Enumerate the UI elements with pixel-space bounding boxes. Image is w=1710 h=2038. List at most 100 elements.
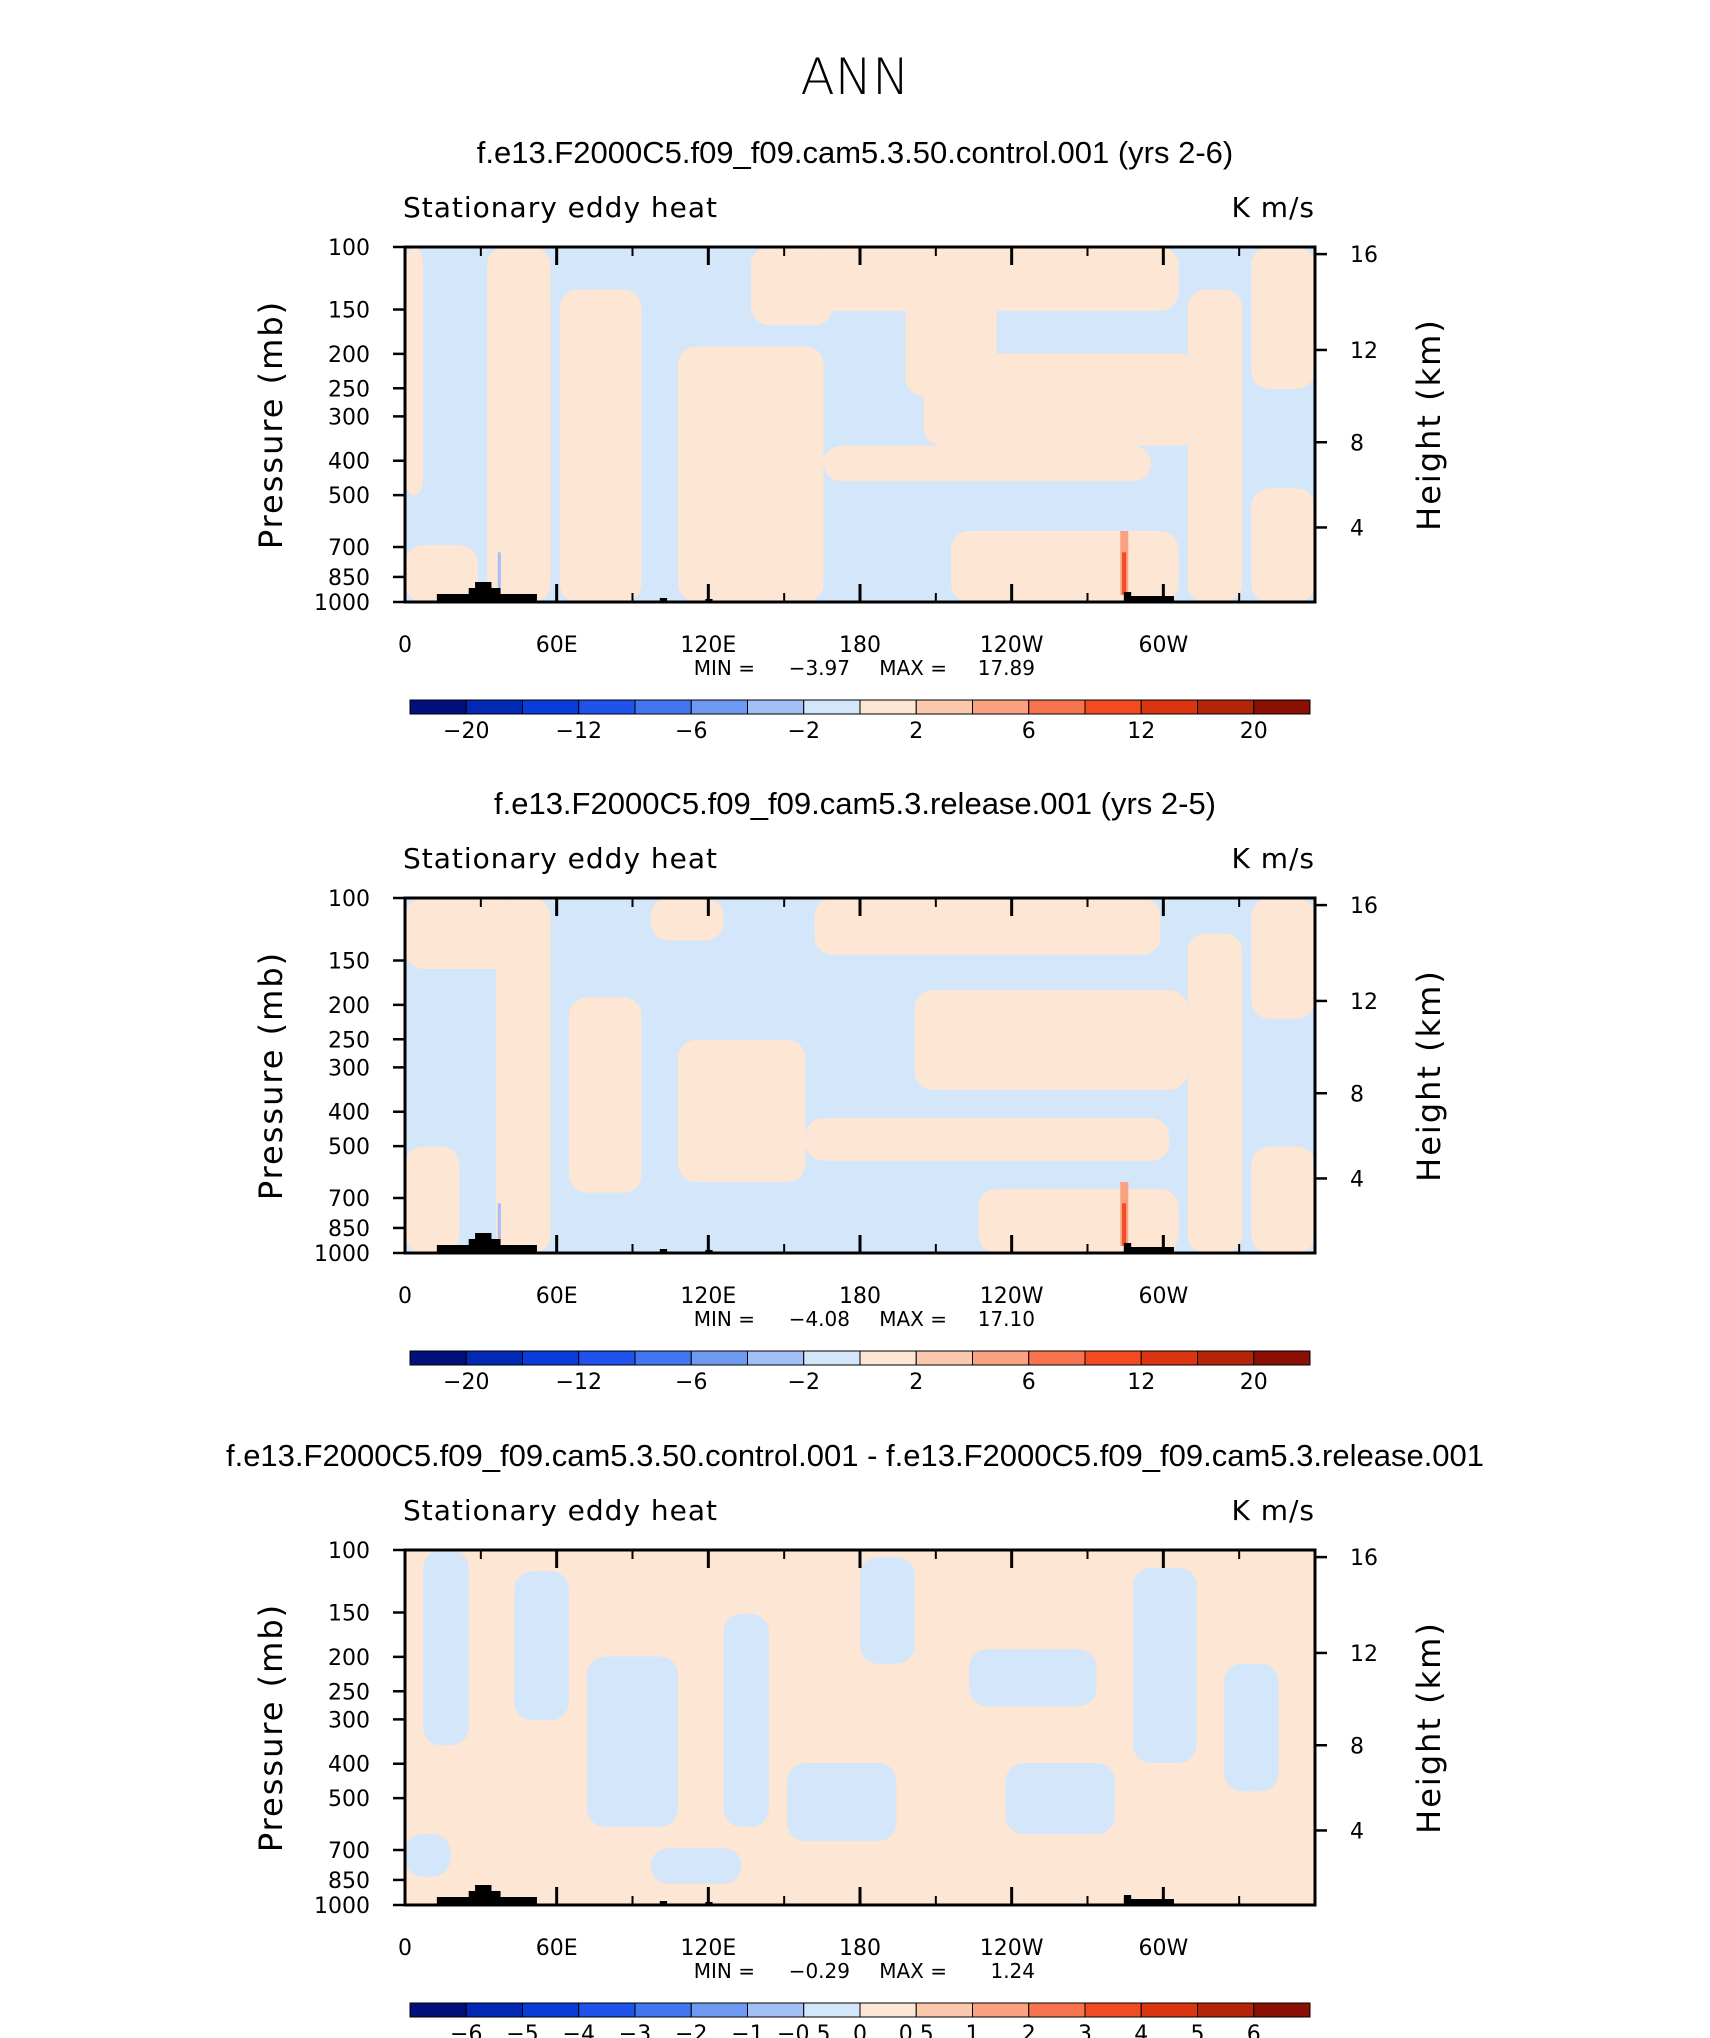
colorbar-swatch xyxy=(859,2002,917,2018)
colorbar-label: 2 xyxy=(909,719,923,744)
colorbar-label: −2 xyxy=(675,2022,707,2038)
y-tick-label: 200 xyxy=(328,1646,370,1671)
y-tick-label: 700 xyxy=(328,1187,370,1212)
panel-units: K m/s xyxy=(1231,842,1315,875)
colorbar-swatch xyxy=(522,2002,580,2018)
contour-region xyxy=(1187,933,1243,1253)
y-right-tick-label: 8 xyxy=(1350,431,1364,456)
colorbar-swatch xyxy=(1028,699,1086,715)
x-tick-label: 60W xyxy=(1138,1936,1188,1961)
min-value: −0.29 xyxy=(789,1959,850,1983)
panel-units: K m/s xyxy=(1231,191,1315,224)
colorbar-swatch xyxy=(634,1350,692,1366)
y-right-tick-label: 12 xyxy=(1350,339,1378,364)
x-tick-label: 180 xyxy=(839,633,881,658)
colorbar-swatch xyxy=(465,699,523,715)
colorbar-label: 4 xyxy=(1134,2022,1148,2038)
colorbar-label: 12 xyxy=(1127,719,1155,744)
colorbar-swatch xyxy=(465,1350,523,1366)
y-tick-label: 300 xyxy=(328,1708,370,1733)
panel-units: K m/s xyxy=(1231,1494,1315,1527)
colorbar-swatch xyxy=(1140,2002,1198,2018)
min-label: MIN = xyxy=(694,1307,755,1331)
contour-region xyxy=(559,289,642,602)
colorbar-swatch xyxy=(634,2002,692,2018)
contour-region xyxy=(1251,898,1315,1019)
panel-2: f.e13.F2000C5.f09_f09.cam5.3.release.001… xyxy=(252,786,1448,1395)
colorbar-label: −12 xyxy=(556,719,602,744)
colorbar-label: 2 xyxy=(909,1370,923,1395)
y-tick-label: 1000 xyxy=(314,1242,370,1267)
colorbar-label: −20 xyxy=(443,1370,489,1395)
colorbar-swatch xyxy=(409,2002,467,2018)
contour-region xyxy=(905,282,997,397)
colorbar-swatch xyxy=(803,699,861,715)
y-tick-label: 100 xyxy=(328,1539,370,1564)
colorbar-swatch xyxy=(1140,1350,1198,1366)
contour-region xyxy=(914,990,1188,1090)
panel-1: f.e13.F2000C5.f09_f09.cam5.3.50.control.… xyxy=(252,135,1448,744)
y-tick-label: 1000 xyxy=(314,1894,370,1919)
y-tick-label: 700 xyxy=(328,536,370,561)
colorbar-swatch xyxy=(1028,1350,1086,1366)
y-tick-label: 850 xyxy=(328,566,370,591)
y-tick-label: 200 xyxy=(328,343,370,368)
y-right-tick-label: 16 xyxy=(1350,894,1378,919)
colorbar-swatch xyxy=(1197,1350,1255,1366)
contour-region xyxy=(678,1040,806,1182)
max-label: MAX = xyxy=(879,656,947,680)
colorbar-swatch xyxy=(915,1350,973,1366)
x-tick-label: 120E xyxy=(680,1936,736,1961)
colorbar-label: 6 xyxy=(1022,719,1036,744)
colorbar-label: −2 xyxy=(788,719,820,744)
colorbar-swatch xyxy=(1253,1350,1311,1366)
max-label: MAX = xyxy=(879,1959,947,1983)
colorbar-swatch xyxy=(522,1350,580,1366)
colorbar-swatch xyxy=(1084,1350,1142,1366)
colorbar-label: 20 xyxy=(1240,719,1268,744)
terrain-block xyxy=(1123,596,1174,602)
contour-region xyxy=(814,898,1161,955)
colorbar-label: 2 xyxy=(1022,2022,1036,2038)
y-right-tick-label: 4 xyxy=(1350,1819,1364,1844)
min-feature xyxy=(497,552,501,588)
colorbar-swatch xyxy=(915,2002,973,2018)
contour-region xyxy=(723,1613,769,1827)
colorbar-swatch xyxy=(803,1350,861,1366)
y-right-axis-label: Height (km) xyxy=(1410,318,1448,531)
y-tick-label: 300 xyxy=(328,1056,370,1081)
colorbar-swatch xyxy=(1084,2002,1142,2018)
contour-region xyxy=(650,1848,742,1884)
panel-title: f.e13.F2000C5.f09_f09.cam5.3.release.001… xyxy=(494,786,1216,821)
colorbar-swatch xyxy=(578,1350,636,1366)
colorbar-swatch xyxy=(578,2002,636,2018)
terrain xyxy=(436,1885,1174,1905)
contour-region xyxy=(405,1834,451,1877)
colorbar-label: 1 xyxy=(966,2022,980,2038)
terrain-block xyxy=(1123,1247,1174,1253)
y-right-axis-label: Height (km) xyxy=(1410,1621,1448,1834)
colorbar-swatch xyxy=(747,699,805,715)
y-tick-label: 300 xyxy=(328,405,370,430)
x-tick-label: 60W xyxy=(1138,1284,1188,1309)
colorbar-swatch xyxy=(1084,699,1142,715)
panel-subtitle-left: Stationary eddy heat xyxy=(403,842,718,875)
colorbar-label: 3 xyxy=(1078,2022,1092,2038)
contour-region xyxy=(486,247,551,602)
min-label: MIN = xyxy=(694,1959,755,1983)
min-label: MIN = xyxy=(694,656,755,680)
y-tick-label: 850 xyxy=(328,1217,370,1242)
y-right-tick-label: 16 xyxy=(1350,1546,1378,1571)
contour-region xyxy=(823,445,1152,482)
panel-title: f.e13.F2000C5.f09_f09.cam5.3.50.control.… xyxy=(477,135,1234,170)
colorbar-swatch xyxy=(972,699,1030,715)
y-tick-label: 500 xyxy=(328,1787,370,1812)
colorbar-label: −6 xyxy=(675,719,707,744)
contour-region xyxy=(678,346,824,602)
contour-region xyxy=(750,247,833,326)
colorbar-swatch xyxy=(972,2002,1030,2018)
colorbar-swatch xyxy=(1253,2002,1311,2018)
y-tick-label: 250 xyxy=(328,1680,370,1705)
colorbar-swatch xyxy=(1028,2002,1086,2018)
max-value: 1.24 xyxy=(990,1959,1035,1983)
